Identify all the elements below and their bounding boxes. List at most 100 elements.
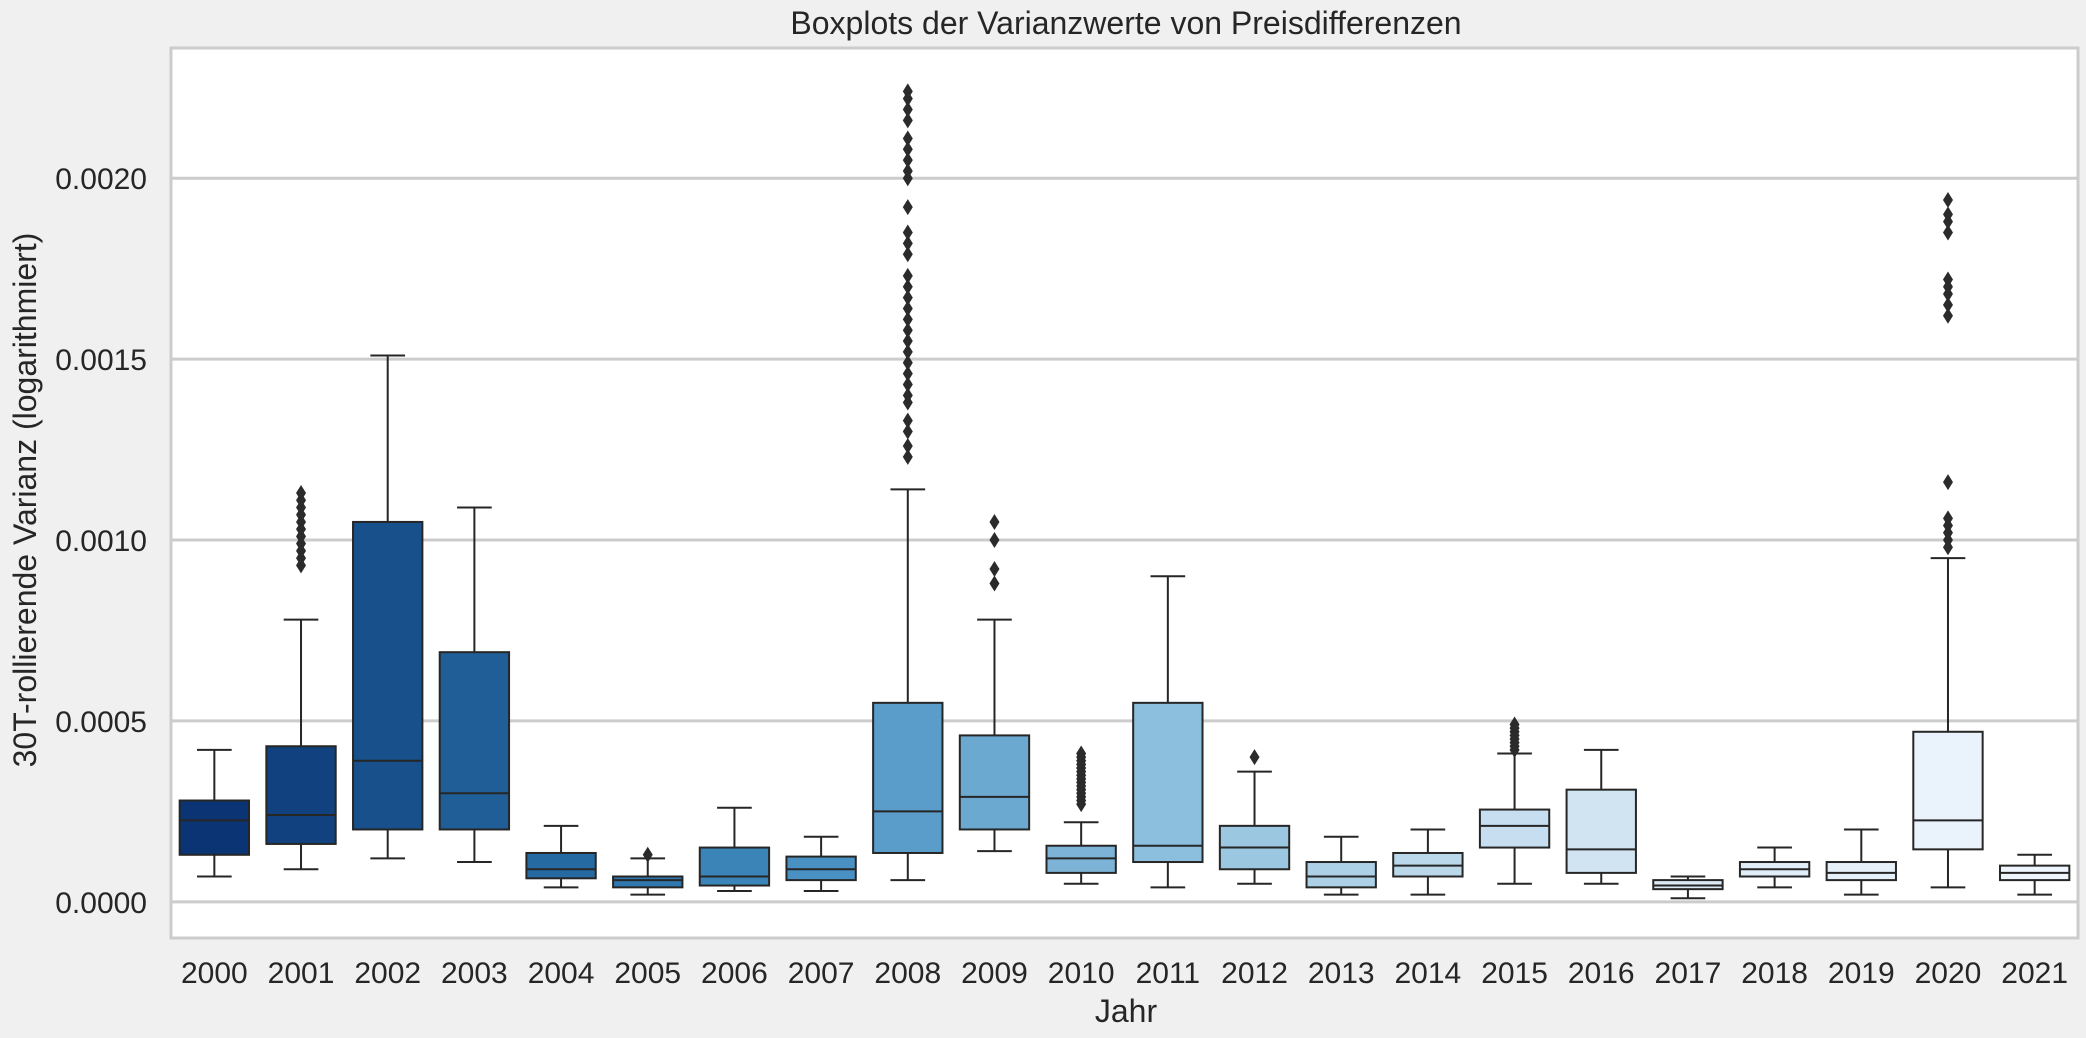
x-tick-label: 2016 <box>1568 957 1635 990</box>
iqr-box <box>265 745 337 845</box>
iqr-box <box>612 875 684 889</box>
outlier-point <box>1249 749 1260 766</box>
x-tick-label: 2000 <box>181 957 248 990</box>
box-2008 <box>872 83 944 882</box>
outlier-point <box>902 278 913 295</box>
box-2001 <box>265 485 337 871</box>
box-2014 <box>1392 828 1464 896</box>
x-tick-label: 2017 <box>1655 957 1722 990</box>
outlier-point <box>902 83 913 100</box>
outlier-point <box>902 300 913 317</box>
iqr-box <box>525 851 597 880</box>
iqr-box <box>1825 861 1897 882</box>
outlier-point <box>902 412 913 429</box>
outlier-point <box>902 387 913 404</box>
outlier-point <box>902 333 913 350</box>
x-tick-label: 2008 <box>874 957 941 990</box>
box-2011 <box>1132 575 1204 889</box>
iqr-box <box>1305 861 1377 889</box>
y-tick-label: 0.0015 <box>55 344 147 377</box>
iqr-box <box>1565 788 1637 874</box>
box-2021 <box>1998 853 2071 896</box>
outlier-point <box>902 376 913 393</box>
outlier-point <box>1942 474 1953 491</box>
outlier-point <box>902 343 913 360</box>
box-2009 <box>958 513 1031 853</box>
outlier-point <box>902 354 913 371</box>
box-2003 <box>438 506 511 864</box>
y-tick-label: 0.0000 <box>55 887 147 920</box>
iqr-box <box>872 701 944 854</box>
box-2000 <box>178 748 251 878</box>
outlier-point <box>902 267 913 284</box>
outlier-point <box>902 322 913 339</box>
iqr-box <box>698 846 771 887</box>
outlier-point <box>902 365 913 382</box>
outlier-point <box>1942 510 1953 527</box>
outlier-point <box>1942 206 1953 223</box>
outlier-point <box>902 101 913 118</box>
outlier-point <box>296 485 307 501</box>
x-tick-label: 2018 <box>1741 957 1808 990</box>
box-2018 <box>1738 846 1811 889</box>
x-tick-label: 2011 <box>1136 957 1201 990</box>
x-tick-label: 2015 <box>1481 957 1548 990</box>
x-tick-label: 2006 <box>701 957 768 990</box>
box-2012 <box>1218 749 1291 885</box>
outlier-point <box>902 289 913 306</box>
outlier-point <box>902 199 913 216</box>
iqr-box <box>958 734 1031 831</box>
outlier-point <box>1509 716 1520 733</box>
x-tick-label: 2020 <box>1915 957 1982 990</box>
box-2006 <box>698 806 771 892</box>
x-tick-label: 2009 <box>961 957 1028 990</box>
outlier-point <box>1942 224 1953 241</box>
x-tick-label: 2007 <box>788 957 855 990</box>
outlier-point <box>989 513 1000 530</box>
iqr-box <box>178 799 251 856</box>
outlier-point <box>902 224 913 241</box>
box-2020 <box>1912 191 1984 889</box>
outlier-point <box>902 141 913 158</box>
box-2007 <box>785 835 857 892</box>
x-tick-label: 2014 <box>1395 957 1462 990</box>
outlier-point <box>902 437 913 454</box>
outlier-point <box>1942 296 1953 313</box>
iqr-box <box>1478 808 1551 849</box>
outlier-point <box>989 560 1000 577</box>
box-2010 <box>1045 745 1117 885</box>
iqr-box <box>1912 730 1984 851</box>
box-2005 <box>612 846 684 896</box>
x-axis-label: Jahr <box>1095 993 1158 1029</box>
outlier-point <box>902 311 913 328</box>
y-tick-label: 0.0020 <box>55 163 147 196</box>
x-tick-label: 2010 <box>1048 957 1115 990</box>
outlier-point <box>642 846 653 863</box>
box-2004 <box>525 824 597 889</box>
box-2002 <box>352 354 424 860</box>
x-tick-label: 2002 <box>354 957 421 990</box>
outlier-point <box>1942 191 1953 208</box>
x-tick-label: 2012 <box>1221 957 1288 990</box>
x-tick-labels: 2000 2001 2002 2003 2004 2005 2006 2007 2008 2009… <box>181 957 2068 990</box>
outlier-point <box>902 246 913 263</box>
iqr-box <box>1132 701 1204 864</box>
box-2015 <box>1478 716 1551 885</box>
outlier-point <box>902 423 913 440</box>
outlier-point <box>902 235 913 252</box>
x-tick-label: 2019 <box>1828 957 1895 990</box>
box-2019 <box>1825 828 1897 896</box>
x-tick-label: 2001 <box>268 957 335 990</box>
outlier-point <box>989 575 1000 592</box>
outlier-point <box>1942 307 1953 324</box>
x-tick-label: 2003 <box>441 957 508 990</box>
x-tick-label: 2005 <box>614 957 681 990</box>
outlier-point <box>902 448 913 465</box>
x-tick-label: 2021 <box>2001 957 2068 990</box>
chart-title: Boxplots der Varianzwerte von Preisdiffe… <box>790 5 1461 41</box>
x-tick-label: 2004 <box>528 957 595 990</box>
outlier-point <box>902 112 913 129</box>
y-tick-labels: 0.0000 0.0005 0.0010 0.0015 0.0020 <box>55 163 147 920</box>
outlier-point <box>989 532 1000 549</box>
